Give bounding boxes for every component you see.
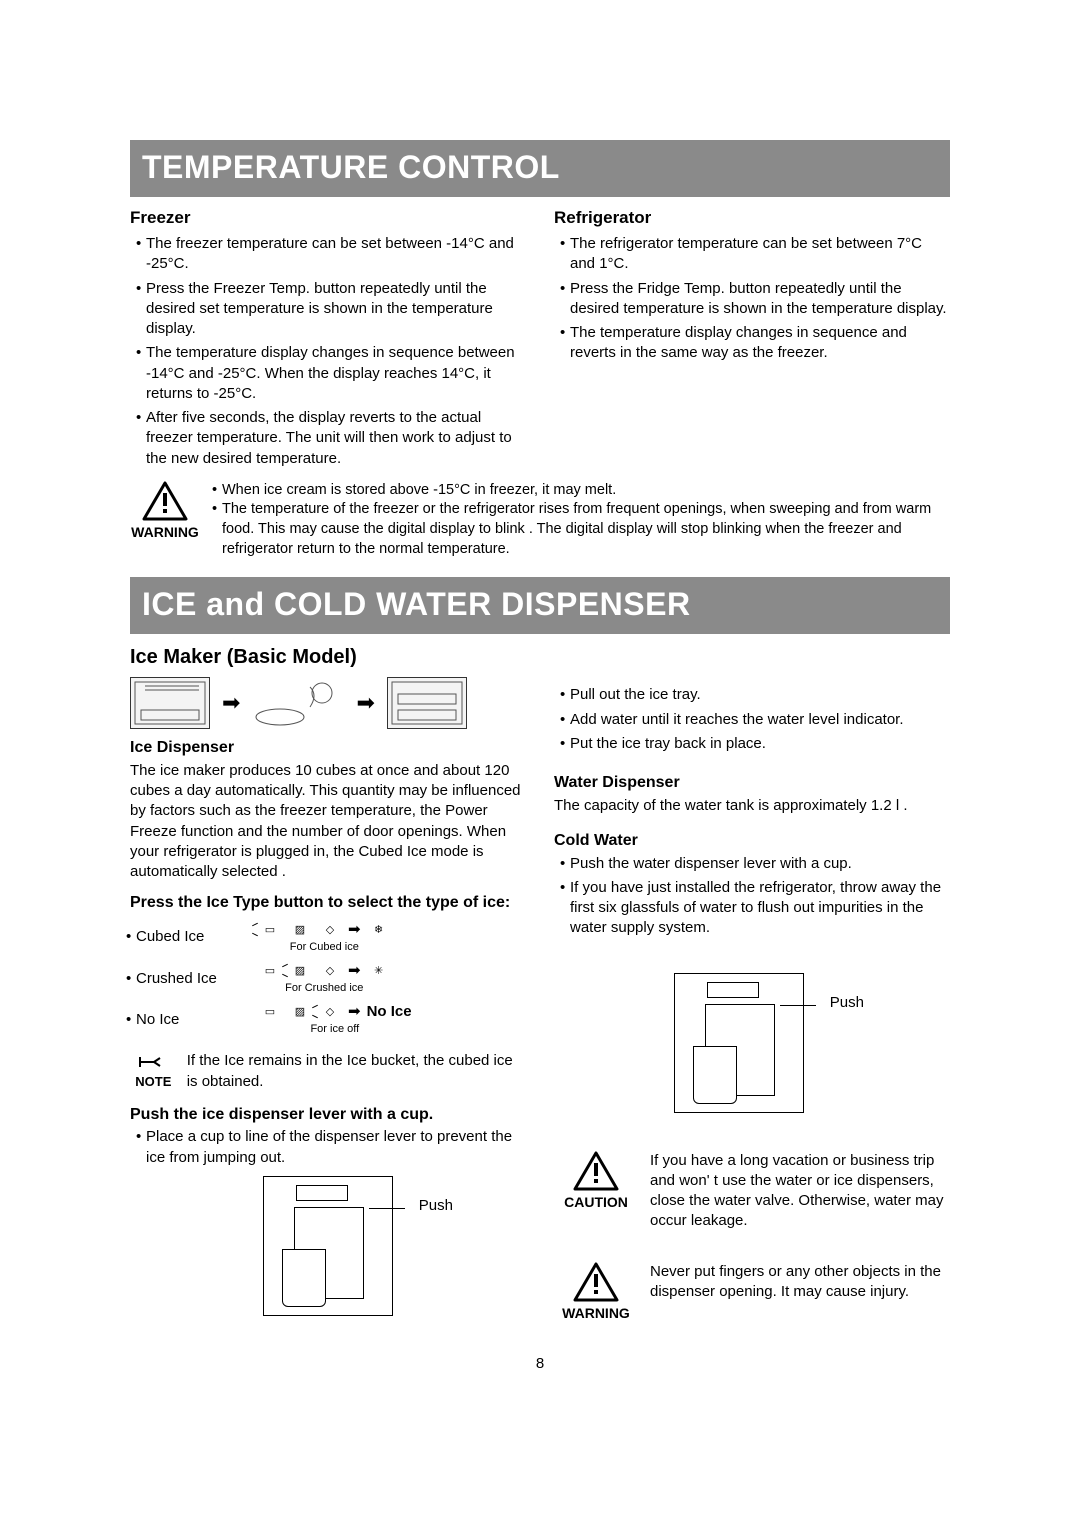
- ice-type-crushed-row: Crushed Ice ▭ ▨ ◇ ➡ ✳ For Crushed ice: [130, 961, 526, 996]
- ice-dispenser-heading: Ice Dispenser: [130, 737, 526, 759]
- warning-bullet: When ice cream is stored above -15°C in …: [212, 481, 950, 501]
- ice-type-noice-row: No Ice ▭ ▨ ◇ ➡ No Ice For ice off: [130, 1002, 526, 1037]
- section-header-ice: ICE and COLD WATER DISPENSER: [130, 577, 950, 634]
- push-label: Push: [830, 993, 864, 1013]
- push-ice-bullet: Place a cup to line of the dispenser lev…: [136, 1127, 526, 1168]
- crushed-output-icon: ✳: [367, 961, 391, 981]
- arrow-icon: ➡: [348, 1002, 361, 1022]
- warning-bullet: The temperature of the freezer or the re…: [212, 500, 950, 559]
- water-dispenser-heading: Water Dispenser: [554, 772, 950, 794]
- ice-dispenser-text: The ice maker produces 10 cubes at once …: [130, 761, 526, 883]
- warning-icon: [142, 481, 188, 521]
- fridge-bullet: The temperature display changes in seque…: [560, 323, 950, 364]
- ice-dispenser-figure: Push: [233, 1176, 423, 1336]
- note-block: NOTE If the Ice remains in the Ice bucke…: [130, 1051, 526, 1092]
- freezer-bullet: The freezer temperature can be set betwe…: [136, 234, 526, 275]
- cubed-ice-icon: ▭: [258, 961, 282, 981]
- ice-maker-step: Put the ice tray back in place.: [560, 734, 950, 754]
- cubed-ice-icon: ▭: [258, 1002, 282, 1022]
- push-label: Push: [419, 1196, 453, 1216]
- warning-block: WARNING When ice cream is stored above -…: [130, 481, 950, 559]
- ice-type-sublabel: For ice off: [310, 1022, 359, 1037]
- fridge-bullet: Press the Fridge Temp. button repeatedly…: [560, 279, 950, 320]
- refrigerator-heading: Refrigerator: [554, 207, 950, 230]
- push-ice-heading: Push the ice dispenser lever with a cup.: [130, 1104, 526, 1126]
- ice-maker-heading: Ice Maker (Basic Model): [130, 644, 950, 671]
- ice-type-label: No Ice: [130, 1010, 250, 1030]
- cold-water-bullet: If you have just installed the refrigera…: [560, 878, 950, 939]
- section-header-temperature: TEMPERATURE CONTROL: [130, 140, 950, 197]
- ice-tray-back-figure: [387, 677, 467, 729]
- ice-off-icon: ◇: [318, 920, 342, 940]
- ice-maker-step: Pull out the ice tray.: [560, 685, 950, 705]
- freezer-bullet: After five seconds, the display reverts …: [136, 408, 526, 469]
- caution-text: If you have a long vacation or business …: [650, 1151, 950, 1232]
- note-text: If the Ice remains in the Ice bucket, th…: [187, 1051, 526, 1092]
- crushed-ice-icon: ▨: [288, 920, 312, 940]
- warning2-text: Never put fingers or any other objects i…: [650, 1262, 950, 1303]
- freezer-bullet: The temperature display changes in seque…: [136, 343, 526, 404]
- ice-maker-step: Add water until it reaches the water lev…: [560, 710, 950, 730]
- ice-type-sublabel: For Crushed ice: [285, 981, 363, 996]
- ice-off-icon: ◇: [318, 961, 342, 981]
- cold-water-heading: Cold Water: [554, 830, 950, 852]
- arrow-icon: ➡: [356, 688, 374, 718]
- ice-type-sublabel: For Cubed ice: [290, 940, 359, 955]
- ice-type-cubed-row: Cubed Ice ▭ ▨ ◇ ➡ ❄ For Cubed ice: [130, 920, 526, 955]
- ice-maker-figure-row: ➡ ➡: [130, 677, 526, 729]
- caution-label: CAUTION: [564, 1193, 628, 1212]
- page-number: 8: [130, 1354, 950, 1374]
- arrow-icon: ➡: [348, 920, 361, 940]
- ice-tray-in-freezer-figure: [130, 677, 210, 729]
- water-dispenser-figure: Push: [644, 973, 834, 1133]
- warning-icon: [573, 1262, 619, 1302]
- freezer-heading: Freezer: [130, 207, 526, 230]
- warning2-label: WARNING: [562, 1304, 630, 1323]
- cold-water-bullet: Push the water dispenser lever with a cu…: [560, 854, 950, 874]
- note-label: NOTE: [135, 1073, 171, 1091]
- add-water-figure: [252, 677, 344, 729]
- warning-label: WARNING: [131, 523, 199, 542]
- ice-type-label: Cubed Ice: [130, 927, 250, 947]
- freezer-bullet: Press the Freezer Temp. button repeatedl…: [136, 279, 526, 340]
- caution-block: CAUTION If you have a long vacation or b…: [554, 1151, 950, 1232]
- manual-page: TEMPERATURE CONTROL Freezer The freezer …: [0, 0, 1080, 1414]
- ice-type-label: Crushed Ice: [130, 969, 250, 989]
- no-ice-output-label: No Ice: [367, 1002, 412, 1022]
- arrow-icon: ➡: [348, 961, 361, 981]
- freezer-column: Freezer The freezer temperature can be s…: [130, 207, 526, 473]
- arrow-icon: ➡: [222, 688, 240, 718]
- crushed-ice-icon: ▨: [288, 1002, 312, 1022]
- caution-icon: [573, 1151, 619, 1191]
- refrigerator-column: Refrigerator The refrigerator temperatur…: [554, 207, 950, 473]
- warning2-block: WARNING Never put fingers or any other o…: [554, 1262, 950, 1323]
- ice-off-icon: ◇: [318, 1002, 342, 1022]
- cubed-ice-icon: ▭: [258, 920, 282, 940]
- note-hand-icon: [138, 1051, 168, 1073]
- fridge-bullet: The refrigerator temperature can be set …: [560, 234, 950, 275]
- cubed-output-icon: ❄: [367, 920, 391, 940]
- crushed-ice-icon: ▨: [288, 961, 312, 981]
- water-dispenser-text: The capacity of the water tank is approx…: [554, 796, 950, 816]
- press-ice-type-heading: Press the Ice Type button to select the …: [130, 892, 526, 914]
